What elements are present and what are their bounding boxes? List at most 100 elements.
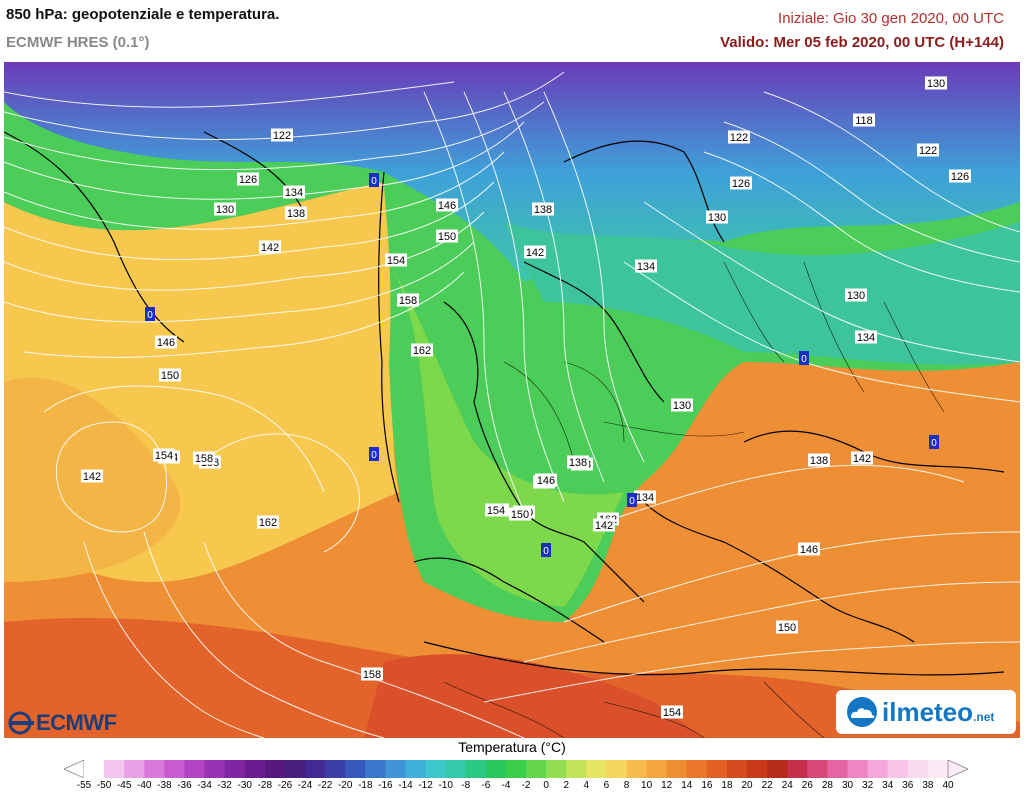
colorbar-tick-label: 18 xyxy=(721,780,733,791)
isoline xyxy=(543,91,645,463)
colorbar-segment xyxy=(767,760,788,778)
colorbar-segment xyxy=(606,760,628,778)
colorbar-tick-label: -32 xyxy=(217,780,232,791)
colorbar-tick-label: -10 xyxy=(438,780,453,791)
colorbar-tick-label: -22 xyxy=(317,780,333,791)
ilmeteo-logo: ilmeteo .net xyxy=(836,690,1016,734)
colorbar-segment xyxy=(224,760,246,778)
isoline xyxy=(4,211,485,291)
contour-label-text: 154 xyxy=(487,505,505,517)
isoline xyxy=(483,641,1020,703)
contour-label: 138 xyxy=(285,206,307,220)
low-pressure-marker-text: 0 xyxy=(543,546,549,557)
contour-label: 126 xyxy=(730,176,752,190)
colorbar-segment xyxy=(526,760,547,778)
colorbar-segment xyxy=(927,760,949,778)
colorbar-segment xyxy=(747,760,768,778)
colorbar-tick-label: -2 xyxy=(521,780,531,791)
colorbar-tick-label: -34 xyxy=(197,780,212,791)
low-pressure-marker-text: 0 xyxy=(147,310,153,321)
contour-label-text: 146 xyxy=(438,200,456,212)
low-pressure-marker: 0 xyxy=(369,173,379,187)
colorbar-segment xyxy=(365,760,386,778)
low-pressure-marker-text: 0 xyxy=(801,354,807,365)
colorbar-tick-label: 6 xyxy=(603,780,610,791)
low-pressure-markers: 0 0 0 0 0 0 0 xyxy=(145,173,939,557)
isoline xyxy=(503,91,605,483)
colorbar-tick-label: 8 xyxy=(623,780,630,791)
isoline xyxy=(463,91,565,503)
contour-label: 122 xyxy=(917,143,939,157)
colorbar-segment xyxy=(405,760,427,778)
contour-label-text: 154 xyxy=(387,255,405,267)
colorbar-tick-label: -14 xyxy=(398,780,413,791)
temperature-field-lightgreen xyxy=(389,262,624,607)
colorbar-segment xyxy=(827,760,849,778)
colorbar-tick-label: 26 xyxy=(801,780,813,791)
temperature-field-cold xyxy=(4,62,1020,282)
contour-label: 118 xyxy=(853,113,875,127)
colorbar-left-arrow xyxy=(64,760,85,778)
colorbar-tick-label: 10 xyxy=(641,780,653,791)
colorbar-tick-label: -30 xyxy=(237,780,252,791)
contour-label-text: 158 xyxy=(399,295,417,307)
colorbar-segment xyxy=(505,760,527,778)
colorbar-segment xyxy=(666,760,688,778)
colorbar-segment xyxy=(807,760,828,778)
contour-label: 158 xyxy=(193,451,215,465)
isoline xyxy=(83,541,265,738)
contour-label-text: 142 xyxy=(261,242,279,254)
contour-label-text: 146 xyxy=(537,475,555,487)
contour-label: 158 xyxy=(361,667,383,681)
colorbar-segment xyxy=(646,760,668,778)
colorbar-ticks: -55 -50 -45 -40 -38 -36 -34 -32 -30 -28 -26 -24 -22-… xyxy=(0,780,1024,796)
contour-label: 142 xyxy=(851,451,873,465)
isoline xyxy=(4,71,565,140)
isoline xyxy=(43,385,325,493)
isoline xyxy=(523,581,1020,663)
ilmeteo-logo-suffix: .net xyxy=(973,710,995,724)
isoline xyxy=(4,81,455,108)
colorbar-tick-label: -55 xyxy=(76,780,92,791)
contour-label-text: 130 xyxy=(927,78,945,90)
colorbar-segment xyxy=(325,760,346,778)
contour-label: 150 xyxy=(159,368,181,382)
contour-label-text: 134 xyxy=(636,492,654,504)
contour-label: 130 xyxy=(706,210,728,224)
contour-label: 134 xyxy=(635,259,657,273)
map-title: 850 hPa: geopotenziale e temperatura. xyxy=(6,6,280,23)
colorbar-segment xyxy=(686,760,708,778)
contour-label: 154 xyxy=(661,705,683,719)
colorbar-segment xyxy=(345,760,366,778)
colorbar-tick-label: 28 xyxy=(821,780,833,791)
contour-label-text: 130 xyxy=(847,290,865,302)
init-time-label: Iniziale: Gio 30 gen 2020, 00 UTC xyxy=(778,10,1004,27)
colorbar-tick-label: 40 xyxy=(942,780,954,791)
colorbar-segment xyxy=(566,760,587,778)
colorbar-segment xyxy=(546,760,567,778)
contour-label: 138 xyxy=(808,453,830,467)
coastlines xyxy=(4,131,1005,676)
contour-label-text: 142 xyxy=(526,247,544,259)
low-pressure-marker-text: 0 xyxy=(371,450,377,461)
contour-label: 158 xyxy=(397,293,419,307)
contour-label-text: 126 xyxy=(951,171,969,183)
contour-label-text: 162 xyxy=(413,345,431,357)
colorbar-segment xyxy=(164,760,185,778)
contour-label-text: 138 xyxy=(534,204,552,216)
colorbar-tick-label: -26 xyxy=(277,780,293,791)
contour-label: 134 xyxy=(283,185,305,199)
contour-label-text: 134 xyxy=(857,332,875,344)
contour-label-text: 150 xyxy=(438,231,456,243)
isoline xyxy=(23,271,465,358)
ecmwf-logo: ECMWF xyxy=(8,709,117,737)
legend-title: Temperatura (°C) xyxy=(458,739,566,755)
contour-label: 130 xyxy=(214,202,236,216)
colorbar-tick-label: -20 xyxy=(337,780,353,791)
colorbar-tick-label: -18 xyxy=(358,780,373,791)
colorbar-tick-label: 0 xyxy=(543,780,549,791)
contour-label: 142 xyxy=(259,240,281,254)
colorbar-segment xyxy=(144,760,165,778)
contour-label-text: 134 xyxy=(285,187,303,199)
colorbar-tick-label: -8 xyxy=(461,780,471,791)
